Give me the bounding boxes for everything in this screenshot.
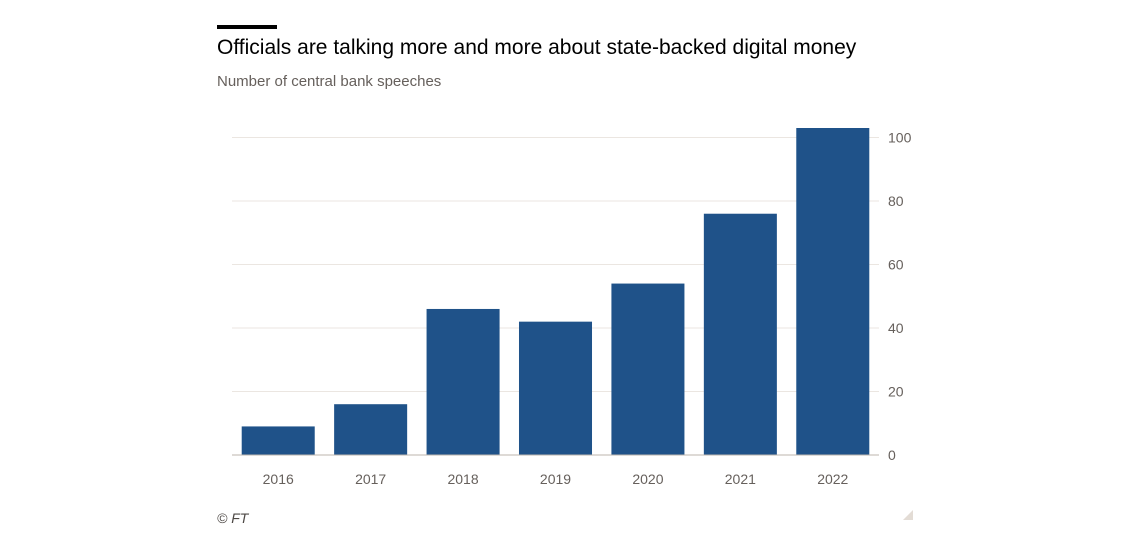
bar-2021 bbox=[703, 213, 777, 455]
y-tick-label: 20 bbox=[888, 384, 904, 400]
x-tick-label: 2020 bbox=[632, 471, 663, 487]
y-tick-label: 80 bbox=[888, 193, 904, 209]
y-tick-label: 0 bbox=[888, 447, 896, 463]
x-tick-label: 2022 bbox=[817, 471, 848, 487]
x-tick-label: 2017 bbox=[355, 471, 386, 487]
x-tick-label: 2019 bbox=[540, 471, 571, 487]
y-tick-label: 60 bbox=[888, 257, 904, 273]
bar-2022 bbox=[796, 128, 870, 455]
bar-2016 bbox=[241, 426, 315, 455]
resize-corner-icon bbox=[903, 510, 913, 520]
title-accent-rule bbox=[217, 25, 277, 29]
bar-2020 bbox=[611, 283, 685, 455]
bar-2018 bbox=[426, 308, 500, 455]
chart-subtitle: Number of central bank speeches bbox=[217, 73, 442, 90]
chart-title: Officials are talking more and more abou… bbox=[217, 36, 857, 59]
bar-2019 bbox=[518, 321, 593, 455]
bar-2017 bbox=[334, 404, 408, 455]
y-tick-label: 100 bbox=[888, 130, 912, 146]
x-tick-label: 2018 bbox=[447, 471, 478, 487]
x-tick-label: 2021 bbox=[725, 471, 756, 487]
source-credit: © FT bbox=[217, 510, 249, 526]
y-tick-label: 40 bbox=[888, 320, 904, 336]
x-tick-label: 2016 bbox=[263, 471, 294, 487]
